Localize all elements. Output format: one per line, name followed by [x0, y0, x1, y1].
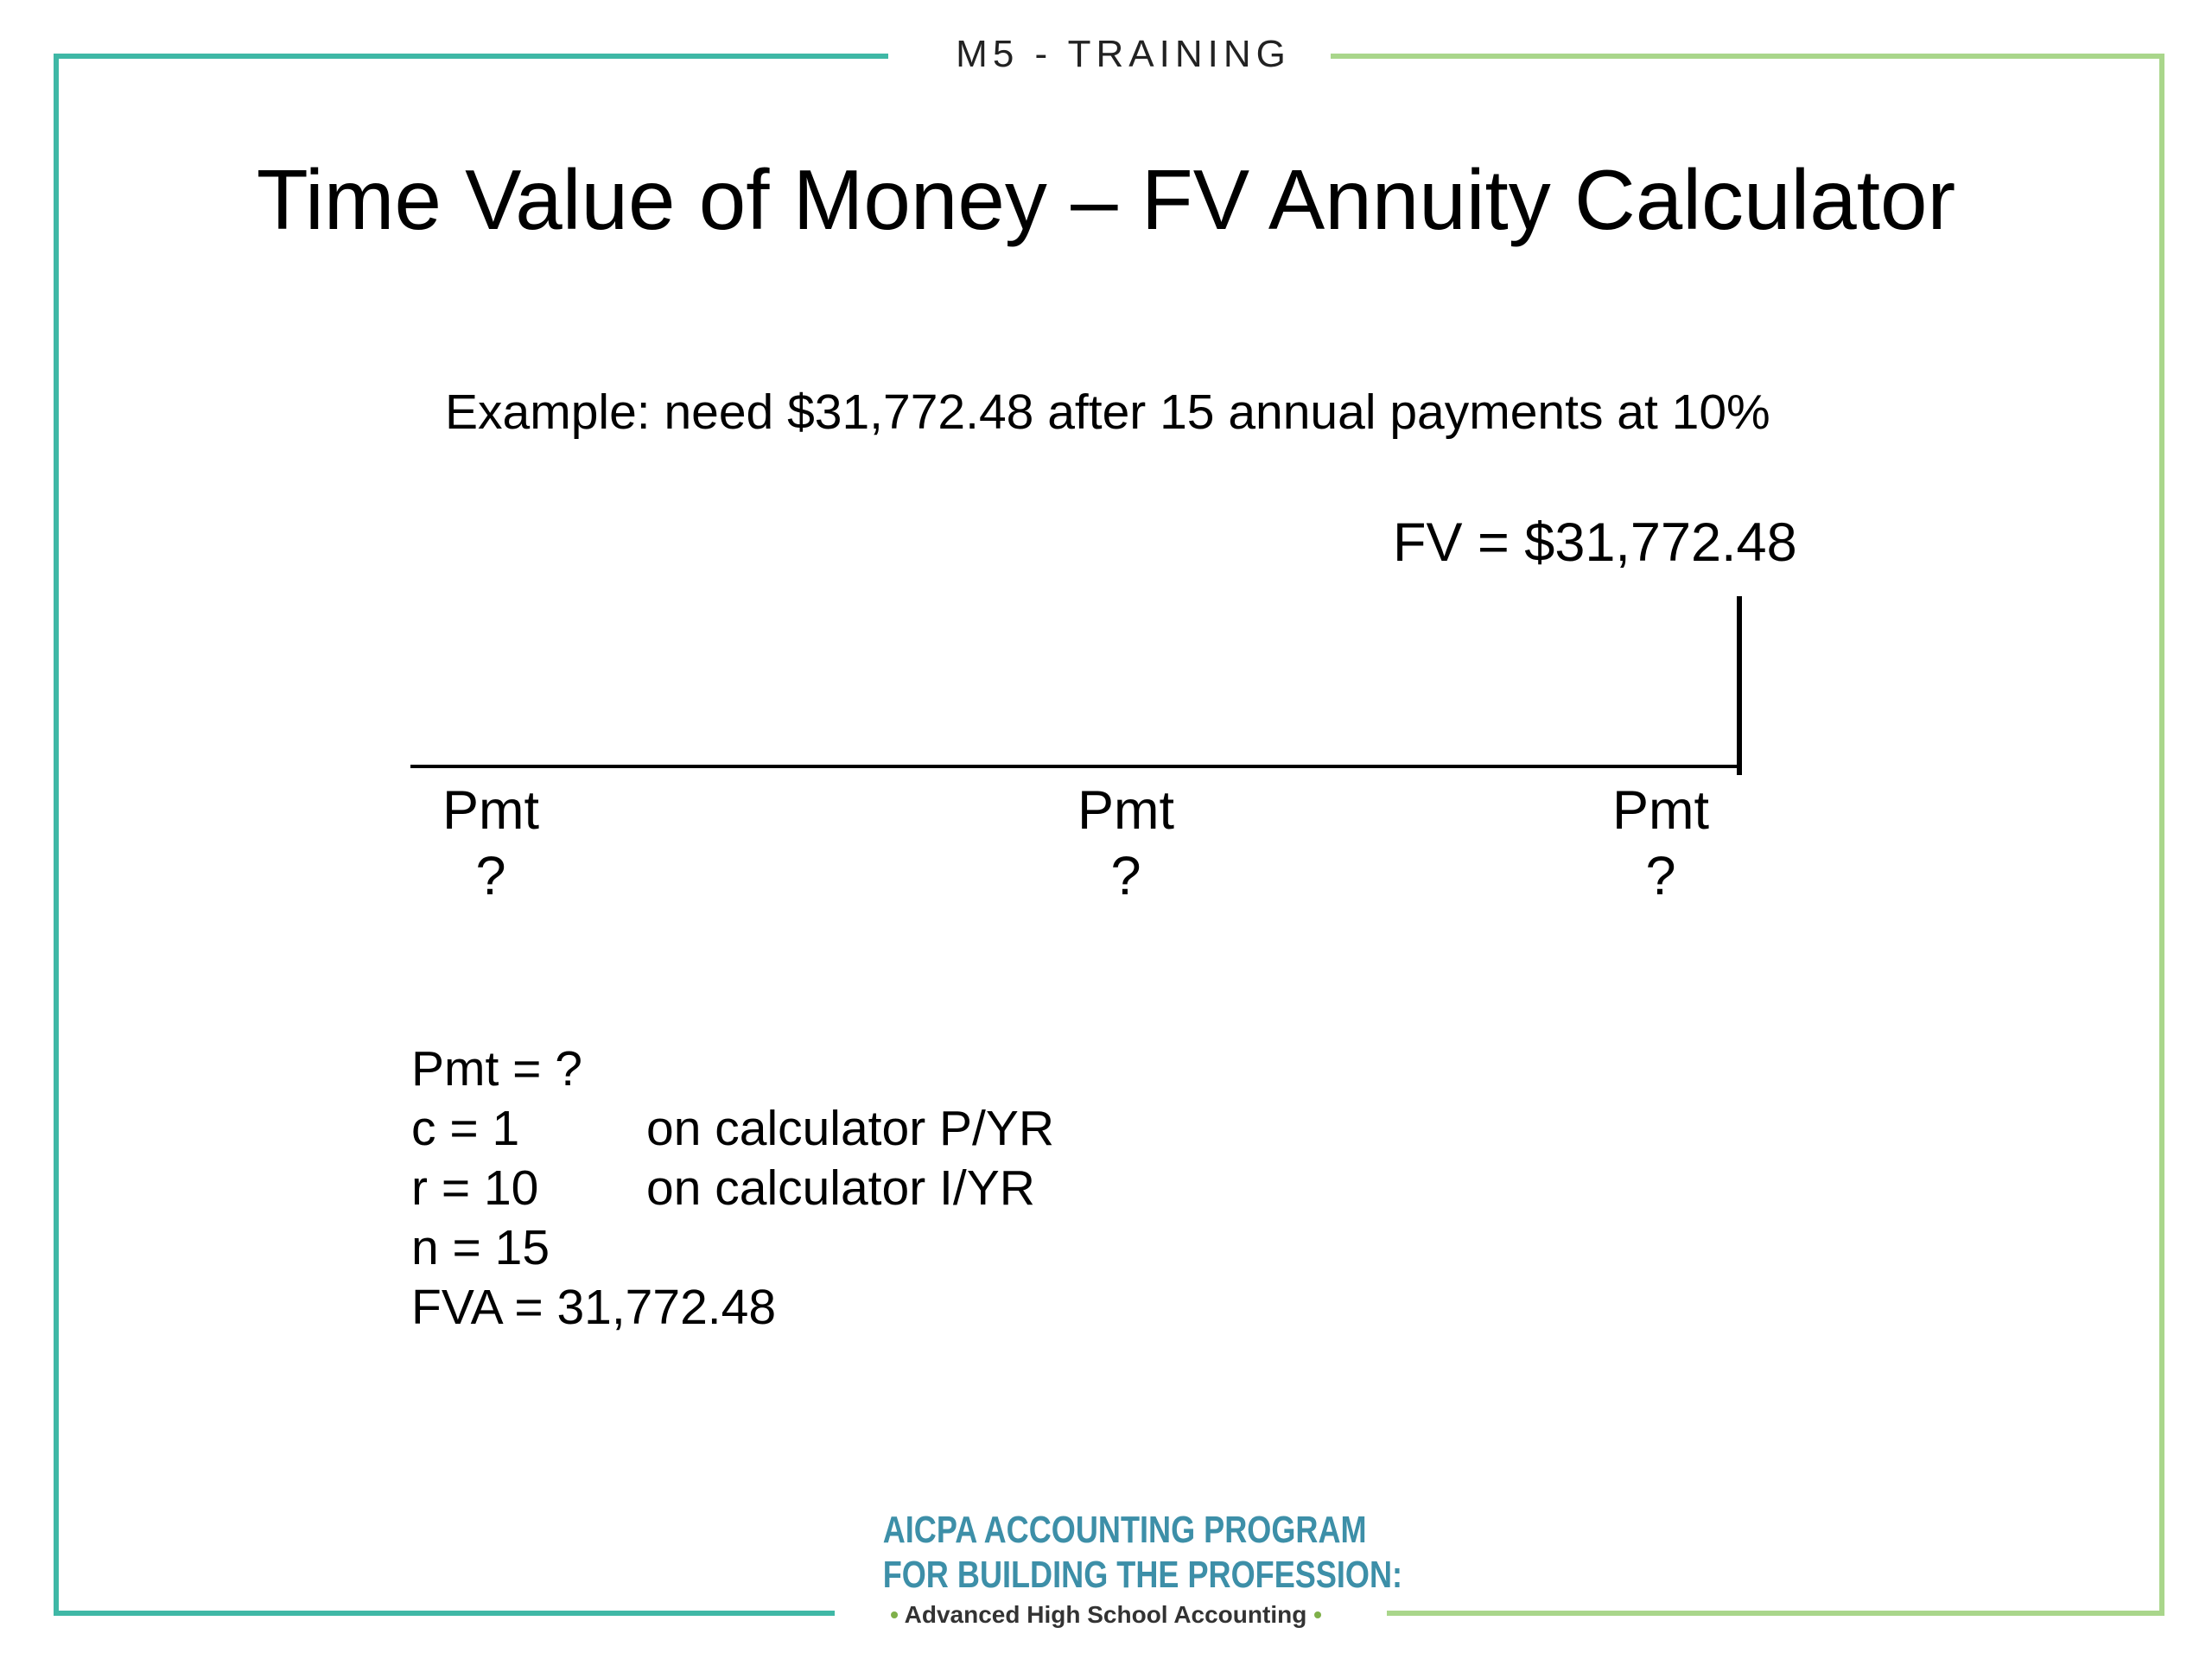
formula-variable: r = 10 [411, 1160, 539, 1216]
payment-label: Pmt [1611, 780, 1709, 841]
logo-line-1: AICPA ACCOUNTING PROGRAM [882, 1509, 1367, 1551]
formula-variable: FVA = 31,772.48 [411, 1280, 777, 1335]
formula-row: FVA = 31,772.48 [411, 1278, 1054, 1338]
slide-title: Time Value of Money – FV Annuity Calcula… [256, 152, 1956, 247]
payment-value: ? [475, 846, 506, 906]
formula-block: Pmt = ? c = 1 on calculator P/YR r = 10 on… [411, 1039, 1054, 1338]
timeline-line [410, 765, 1742, 768]
formula-row: r = 10 on calculator I/YR [411, 1159, 1054, 1218]
payment-label: Pmt [1077, 780, 1174, 841]
payment-label: Pmt [442, 780, 539, 841]
logo-line-2: FOR BUILDING THE PROFESSION: [882, 1554, 1403, 1596]
formula-note: on calculator P/YR [646, 1101, 1055, 1156]
formula-row: Pmt = ? [411, 1039, 1054, 1099]
bullet-dot-icon: • [890, 1601, 899, 1628]
formula-note: on calculator I/YR [646, 1160, 1035, 1216]
fv-label: FV = $31,772.48 [1393, 512, 1797, 573]
logo-subtitle-text: Advanced High School Accounting [904, 1601, 1307, 1628]
payment-1: Pmt ? [361, 778, 620, 909]
frame-bottom-left [54, 1611, 835, 1616]
frame-left [54, 54, 59, 1616]
fv-tick-mark [1737, 596, 1742, 775]
payment-3: Pmt ? [1531, 778, 1790, 909]
formula-variable: n = 15 [411, 1220, 550, 1275]
bullet-dot-icon: • [1313, 1601, 1322, 1628]
frame-bottom-right [1387, 1611, 2164, 1616]
formula-row: n = 15 [411, 1218, 1054, 1278]
frame-top-left [54, 54, 888, 59]
payment-value: ? [1110, 846, 1141, 906]
formula-row: c = 1 on calculator P/YR [411, 1099, 1054, 1159]
payment-value: ? [1645, 846, 1676, 906]
payment-2: Pmt ? [996, 778, 1255, 909]
aicpa-logo: AICPA ACCOUNTING PROGRAM FOR BUILDING TH… [834, 1508, 1403, 1632]
formula-variable: c = 1 [411, 1101, 520, 1156]
frame-right [2159, 54, 2164, 1616]
example-text: Example: need $31,772.48 after 15 annual… [445, 385, 1770, 440]
logo-subtitle: • Advanced High School Accounting • [834, 1598, 1378, 1632]
frame-top-right [1331, 54, 2164, 59]
formula-variable: Pmt = ? [411, 1041, 582, 1096]
section-header: M5 - TRAINING [956, 33, 1291, 75]
